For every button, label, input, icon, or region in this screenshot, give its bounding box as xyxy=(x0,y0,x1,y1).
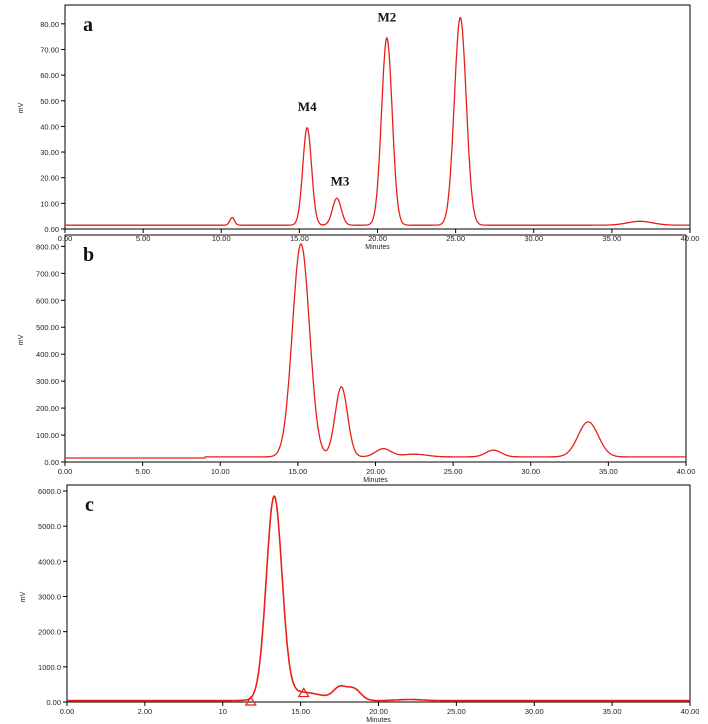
x-tick-label: 15.00 xyxy=(290,234,309,243)
x-tick-label: 15.00 xyxy=(291,707,310,716)
y-tick-label: 3000.0 xyxy=(38,593,61,602)
x-tick-label: 40.00 xyxy=(681,707,700,716)
x-tick-label: 35.00 xyxy=(599,467,618,476)
x-tick-label: 30.00 xyxy=(521,467,540,476)
y-tick-label: 40.00 xyxy=(40,122,59,131)
plot-frame xyxy=(64,234,687,463)
signal-trace xyxy=(65,243,686,459)
y-tick-label: 1000.0 xyxy=(38,663,61,672)
panel-c: 0.00 1000.0 2000.0 3000.0 4000.0 5000.0 6000.0… xyxy=(20,484,700,724)
peak-label-m2: M2 xyxy=(377,9,396,24)
x-tick-label: 35.00 xyxy=(602,234,621,243)
y-axis-label: mV xyxy=(18,334,25,345)
y-tick-label: 600.00 xyxy=(36,296,59,305)
panel-letter: a xyxy=(83,14,93,36)
y-tick-label: 2000.0 xyxy=(38,628,61,637)
x-tick-label: 25.00 xyxy=(447,707,466,716)
y-tick-label: 60.00 xyxy=(40,71,59,80)
x-tick-label: 20.00 xyxy=(366,467,385,476)
x-tick-label: 40.00 xyxy=(677,467,696,476)
x-tick-label: 25.00 xyxy=(444,467,463,476)
x-tick-label: 10 xyxy=(219,707,227,716)
x-tick-label: 30.00 xyxy=(525,707,544,716)
y-tick-label: 5000.0 xyxy=(38,522,61,531)
y-tick-label: 400.00 xyxy=(36,350,59,359)
y-tick-label: 300.00 xyxy=(36,377,59,386)
panel-letter: c xyxy=(85,494,94,516)
x-axis-label: Minutes xyxy=(365,244,390,251)
y-tick-label: 50.00 xyxy=(40,97,59,106)
integration-marker xyxy=(244,695,257,706)
y-tick-label: 30.00 xyxy=(40,148,59,157)
x-tick-label: 10.00 xyxy=(211,467,230,476)
y-tick-label: 10.00 xyxy=(40,199,59,208)
x-tick-label: 40.00 xyxy=(681,234,700,243)
y-tick-label: 0.00 xyxy=(44,225,59,234)
y-tick-label: 4000.0 xyxy=(38,557,61,566)
y-tick-label: 0.00 xyxy=(44,458,59,467)
y-tick-label: 6000.0 xyxy=(38,487,61,496)
integration-marker xyxy=(297,687,310,698)
panel-b: 0.00 100.00 200.00 300.00 400.00 500.00 600.00… xyxy=(18,234,696,484)
y-axis-label: mV xyxy=(18,102,25,113)
y-tick-label: 70.00 xyxy=(40,45,59,54)
x-tick-label: 20.00 xyxy=(368,234,387,243)
x-tick-label: 15.00 xyxy=(288,467,307,476)
peak-label-m4: M4 xyxy=(298,99,317,114)
y-tick-label: 80.00 xyxy=(40,20,59,29)
x-tick-label: 0.00 xyxy=(60,707,75,716)
panel-letter: b xyxy=(83,244,94,266)
x-tick-label: 35.00 xyxy=(603,707,622,716)
x-tick-label: 0.00 xyxy=(58,467,73,476)
panel-a: 0.00 10.00 20.00 30.00 40.00 50.00 60.00 70.00 8… xyxy=(18,4,700,251)
x-tick-label: 30.00 xyxy=(524,234,543,243)
x-axis-label: Minutes xyxy=(363,477,388,484)
y-tick-label: 500.00 xyxy=(36,323,59,332)
y-tick-label: 20.00 xyxy=(40,174,59,183)
peak-label-m3: M3 xyxy=(331,173,350,188)
x-tick-label: 5.00 xyxy=(136,234,151,243)
plot-frame xyxy=(66,484,691,703)
plot-frame xyxy=(64,4,691,230)
y-tick-label: 800.00 xyxy=(36,242,59,251)
x-tick-label: 2.00 xyxy=(138,707,153,716)
x-tick-label: 10.00 xyxy=(212,234,231,243)
y-tick-label: 0.00 xyxy=(46,698,61,707)
x-tick-label: 5.00 xyxy=(135,467,150,476)
x-axis-label: Minutes xyxy=(366,717,391,724)
x-tick-label: 20.00 xyxy=(369,707,388,716)
y-tick-label: 700.00 xyxy=(36,269,59,278)
signal-trace xyxy=(67,495,690,702)
y-tick-label: 200.00 xyxy=(36,404,59,413)
y-tick-label: 100.00 xyxy=(36,431,59,440)
x-tick-label: 25.00 xyxy=(446,234,465,243)
y-axis-label: mV xyxy=(20,591,27,602)
signal-trace xyxy=(65,17,690,226)
